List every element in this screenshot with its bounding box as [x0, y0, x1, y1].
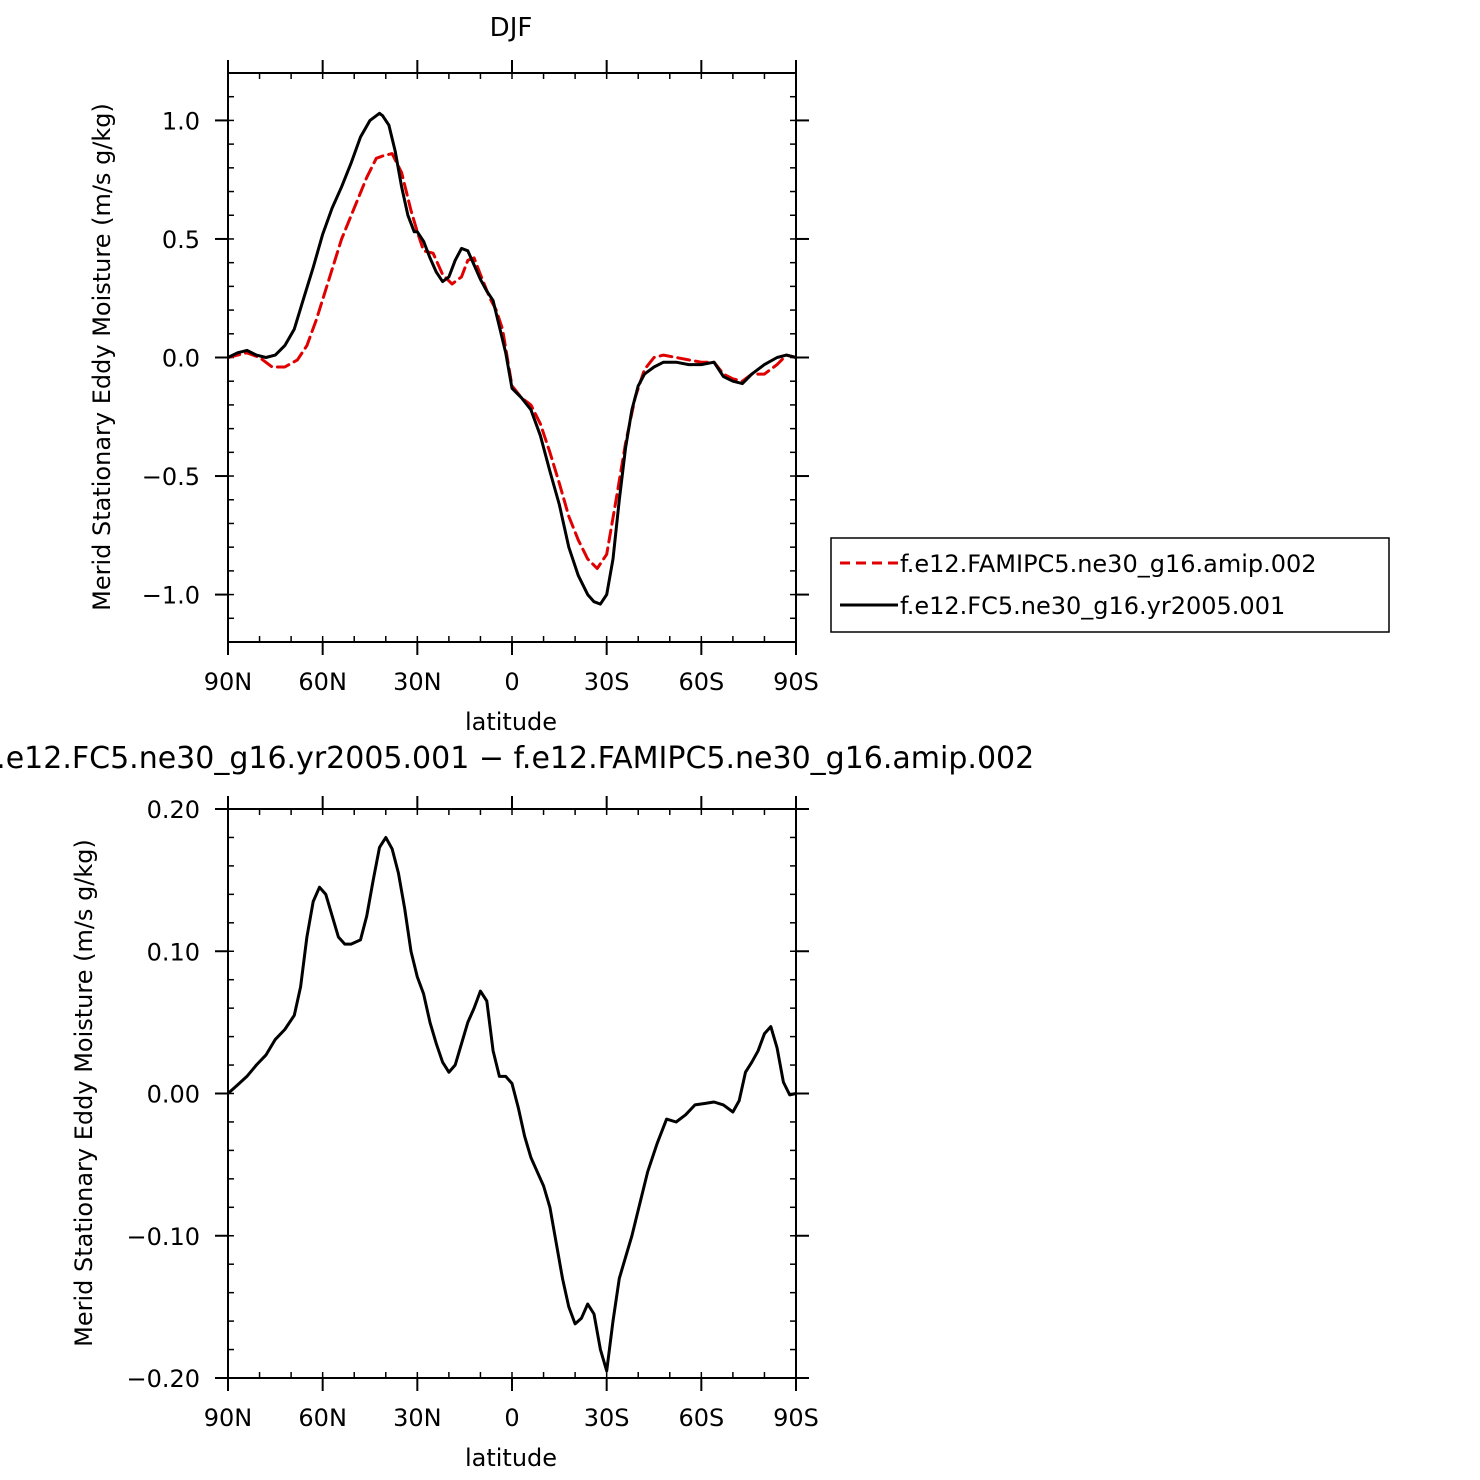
- bottom-x-tick-label: 90S: [773, 1404, 819, 1432]
- bottom-panel-ylabel: Merid Stationary Eddy Moisture (m/s g/kg…: [70, 839, 98, 1347]
- top-panel-xlabel: latitude: [465, 708, 557, 736]
- top-y-tick-label: 1.0: [162, 107, 200, 135]
- top-y-tick-label: 0.5: [162, 226, 200, 254]
- top-y-tick-label: 0.0: [162, 345, 200, 373]
- bottom-x-tick-label: 60N: [298, 1404, 347, 1432]
- top-x-tick-label: 90S: [773, 668, 819, 696]
- top-x-tick-label: 0: [504, 668, 519, 696]
- legend-label-fc5: f.e12.FC5.ne30_g16.yr2005.001: [900, 592, 1285, 620]
- top-y-tick-label: −0.5: [142, 463, 200, 491]
- top-y-tick-label: −1.0: [142, 582, 200, 610]
- bottom-x-tick-label: 0: [504, 1404, 519, 1432]
- bottom-series-line-0: [226, 836, 798, 1373]
- top-panel-ylabel: Merid Stationary Eddy Moisture (m/s g/kg…: [88, 103, 116, 611]
- top-x-tick-label: 30N: [393, 668, 442, 696]
- bottom-y-tick-label: −0.20: [126, 1365, 200, 1393]
- top-series-line-0: [226, 152, 798, 570]
- bottom-panel-frame: [227, 808, 797, 1379]
- legend: f.e12.FAMIPC5.ne30_g16.amip.002 f.e12.FC…: [830, 537, 1390, 633]
- top-x-tick-label: 60S: [678, 668, 724, 696]
- bottom-x-tick-label: 90N: [204, 1404, 253, 1432]
- bottom-panel-title: f.e12.FC5.ne30_g16.yr2005.001 − f.e12.FA…: [0, 741, 1034, 776]
- legend-label-amip: f.e12.FAMIPC5.ne30_g16.amip.002: [900, 550, 1317, 578]
- bottom-x-tick-label: 30N: [393, 1404, 442, 1432]
- bottom-x-tick-label: 30S: [584, 1404, 630, 1432]
- top-panel-frame: [227, 72, 797, 643]
- bottom-panel-xlabel: latitude: [465, 1444, 557, 1472]
- top-x-tick-label: 60N: [298, 668, 347, 696]
- bottom-x-tick-label: 60S: [678, 1404, 724, 1432]
- top-panel-title: DJF: [490, 13, 533, 43]
- top-panel: DJF 90N 60N 30N 0 30S 60S 90S −1.0 −0.5 0.0 0.5 1.0…: [88, 13, 819, 736]
- top-x-tick-label: 90N: [204, 668, 253, 696]
- bottom-y-tick-label: 0.20: [147, 796, 200, 824]
- bottom-y-tick-label: 0.00: [147, 1081, 200, 1109]
- bottom-panel: f.e12.FC5.ne30_g16.yr2005.001 − f.e12.FA…: [0, 741, 1034, 1472]
- top-series-line-1: [226, 111, 798, 606]
- bottom-y-tick-label: −0.10: [126, 1223, 200, 1251]
- legend-box: [830, 537, 1390, 633]
- bottom-y-tick-label: 0.10: [147, 938, 200, 966]
- top-x-tick-label: 30S: [584, 668, 630, 696]
